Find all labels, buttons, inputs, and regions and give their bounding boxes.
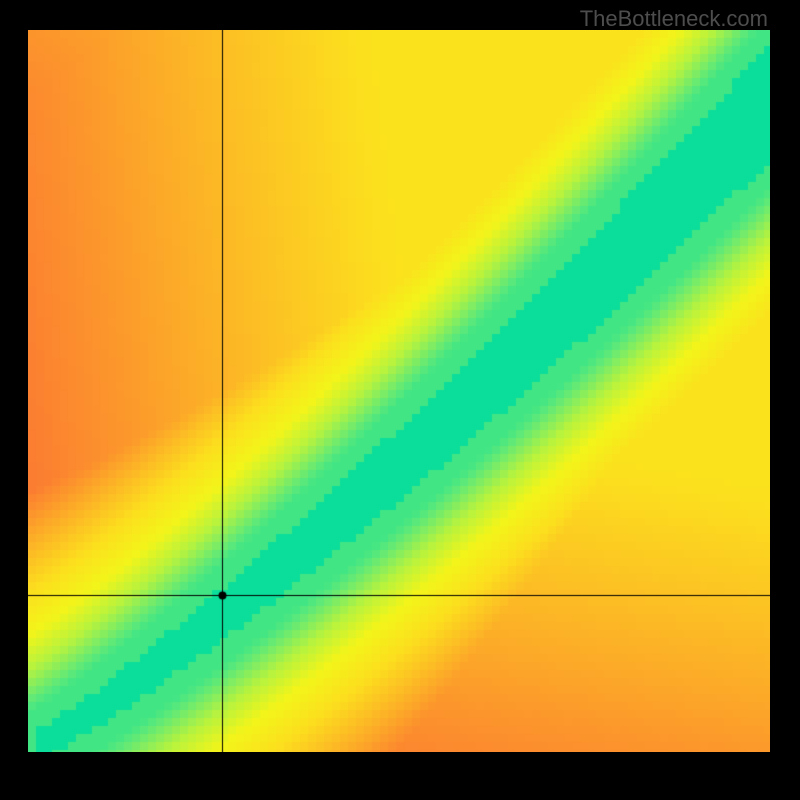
plot-area [28, 30, 770, 752]
watermark-text: TheBottleneck.com [580, 6, 768, 32]
chart-container: TheBottleneck.com [0, 0, 800, 800]
heatmap-canvas [28, 30, 770, 752]
